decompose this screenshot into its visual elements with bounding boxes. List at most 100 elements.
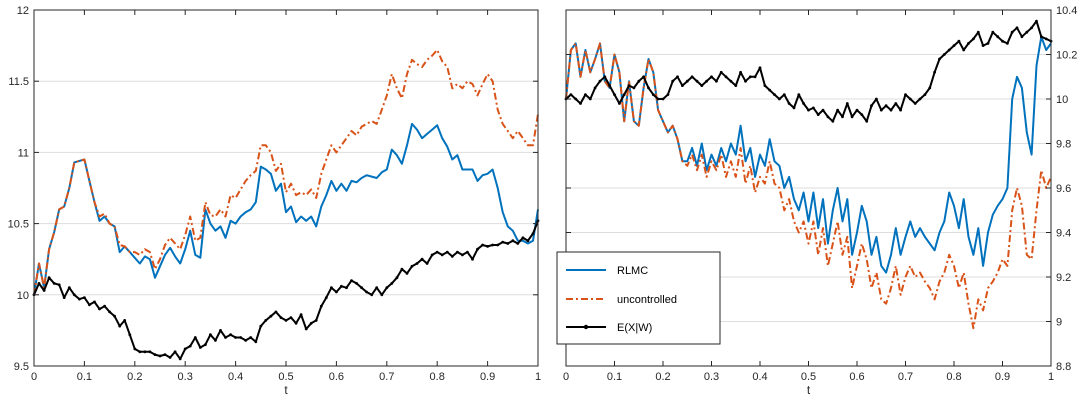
series-marker-exw bbox=[889, 108, 893, 112]
series-marker-exw bbox=[148, 350, 152, 354]
series-marker-exw bbox=[324, 296, 328, 299]
legend-label-exw: E(X|W) bbox=[617, 322, 652, 334]
series-marker-exw bbox=[224, 336, 227, 339]
series-marker-exw bbox=[380, 293, 384, 297]
series-marker-exw bbox=[734, 84, 738, 87]
series-marker-exw bbox=[904, 93, 907, 96]
series-marker-exw bbox=[445, 250, 449, 254]
series-marker-exw bbox=[183, 347, 187, 351]
series-marker-exw bbox=[1010, 30, 1014, 34]
chart-legend: RLMC uncontrolled E(X|W) bbox=[556, 251, 721, 345]
series-marker-exw bbox=[1015, 26, 1019, 30]
series-marker-exw bbox=[93, 300, 96, 304]
y-tick-label: 9.8 bbox=[1056, 139, 1071, 151]
series-marker-exw bbox=[622, 93, 626, 96]
series-marker-exw bbox=[816, 113, 820, 116]
series-marker-exw bbox=[957, 39, 961, 43]
series-marker-exw bbox=[908, 97, 912, 101]
series-marker-exw bbox=[249, 336, 253, 339]
series-marker-exw bbox=[471, 257, 474, 261]
x-tick-label: 0.9 bbox=[480, 371, 495, 383]
series-marker-exw bbox=[981, 44, 985, 47]
x-tick-label: 0.5 bbox=[801, 371, 816, 383]
series-marker-exw bbox=[365, 290, 368, 294]
series-marker-exw bbox=[108, 310, 111, 314]
series-marker-exw bbox=[807, 108, 810, 112]
series-marker-exw bbox=[773, 93, 776, 96]
y-tick-label: 12 bbox=[17, 5, 29, 17]
series-marker-exw bbox=[579, 102, 582, 105]
series-marker-exw bbox=[425, 262, 429, 265]
series-marker-exw bbox=[942, 53, 946, 56]
series-marker-exw bbox=[986, 42, 990, 45]
x-tick-label: 0.2 bbox=[655, 371, 670, 383]
x-tick-label: 0.8 bbox=[430, 371, 445, 383]
series-marker-exw bbox=[938, 57, 941, 61]
series-marker-exw bbox=[778, 97, 781, 101]
series-marker-exw bbox=[685, 79, 689, 83]
series-line-exw bbox=[565, 20, 1052, 123]
series-marker-exw bbox=[826, 115, 830, 119]
series-marker-exw bbox=[476, 247, 479, 251]
series-marker-exw bbox=[666, 93, 670, 96]
series-marker-exw bbox=[715, 79, 718, 83]
series-marker-exw bbox=[1006, 42, 1009, 45]
series-marker-exw bbox=[787, 102, 791, 105]
series-marker-exw bbox=[656, 97, 660, 101]
y-tick-label: 11 bbox=[18, 147, 29, 159]
series-marker-exw bbox=[284, 319, 288, 322]
series-marker-exw bbox=[133, 347, 137, 351]
series-marker-exw bbox=[340, 284, 343, 288]
series-marker-exw bbox=[486, 245, 489, 248]
series-marker-exw bbox=[435, 250, 439, 254]
series-marker-exw bbox=[933, 70, 936, 74]
y-tick-label: 10.4 bbox=[1056, 5, 1077, 17]
x-tick-label: 0.6 bbox=[329, 371, 344, 383]
series-marker-exw bbox=[496, 243, 500, 247]
x-tick-label: 0.3 bbox=[178, 371, 193, 383]
x-tick-label: 0.7 bbox=[898, 371, 913, 383]
series-marker-exw bbox=[259, 324, 263, 328]
series-marker-exw bbox=[138, 350, 142, 354]
series-marker-exw bbox=[360, 286, 363, 290]
series-line-rlmc bbox=[33, 122, 539, 295]
series-marker-exw bbox=[724, 75, 728, 79]
y-tick-label: 11.5 bbox=[8, 76, 29, 88]
series-marker-exw bbox=[118, 324, 122, 328]
series-marker-exw bbox=[812, 106, 815, 110]
series-marker-exw bbox=[642, 75, 645, 79]
series-marker-exw bbox=[88, 303, 91, 307]
series-marker-exw bbox=[739, 70, 742, 74]
y-tick-label: 9.5 bbox=[14, 361, 29, 373]
series-marker-exw bbox=[729, 79, 733, 83]
left-chart-panel: 0 0.1 0.2 0.3 0.4 0.5 0.6 0.7 0.8 0.9 1 9.5 10 10.5 11… bbox=[8, 5, 541, 397]
series-marker-exw bbox=[309, 321, 313, 325]
series-marker-exw bbox=[173, 350, 177, 354]
series-marker-exw bbox=[370, 293, 374, 297]
series-marker-exw bbox=[569, 93, 573, 96]
x-tick-label: 0.2 bbox=[127, 371, 142, 383]
x-tick-label: 0.1 bbox=[607, 371, 622, 383]
series-marker-exw bbox=[209, 333, 212, 337]
x-tick-label: 0.4 bbox=[228, 371, 243, 383]
series-marker-exw bbox=[330, 286, 333, 290]
series-marker-exw bbox=[390, 282, 394, 285]
x-tick-label: 0 bbox=[563, 371, 569, 383]
series-marker-exw bbox=[695, 79, 699, 83]
series-marker-exw bbox=[671, 79, 675, 83]
series-marker-exw bbox=[768, 88, 772, 92]
series-marker-exw bbox=[996, 35, 1000, 39]
series-marker-exw bbox=[294, 321, 298, 325]
legend-marker-exw bbox=[583, 324, 589, 330]
series-marker-exw bbox=[501, 240, 505, 244]
series-marker-exw bbox=[521, 236, 525, 240]
series-marker-exw bbox=[913, 102, 917, 105]
series-marker-exw bbox=[113, 314, 116, 318]
series-marker-exw bbox=[613, 93, 616, 96]
series-marker-exw bbox=[153, 353, 157, 356]
series-marker-exw bbox=[481, 243, 484, 247]
series-marker-exw bbox=[661, 97, 665, 101]
series-marker-exw bbox=[244, 339, 248, 342]
series-marker-exw bbox=[345, 286, 348, 290]
x-tick-label: 0.6 bbox=[849, 371, 864, 383]
